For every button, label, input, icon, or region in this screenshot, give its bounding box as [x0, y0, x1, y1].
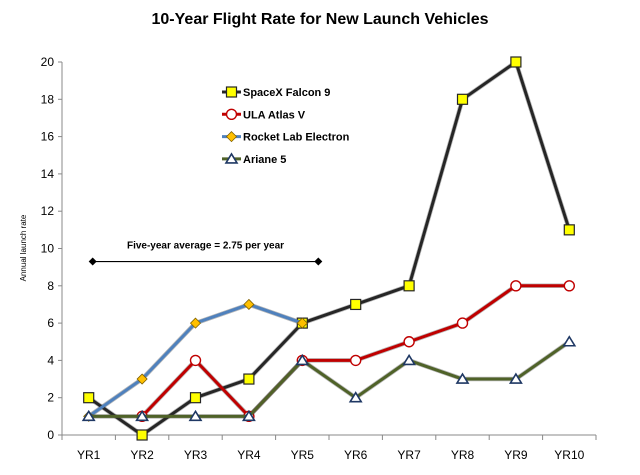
data-point — [188, 409, 203, 422]
data-point — [456, 317, 469, 329]
data-point — [455, 372, 470, 384]
y-tick-label: 0 — [47, 428, 54, 442]
data-point — [83, 392, 95, 404]
x-tick-label: YR5 — [291, 448, 315, 462]
x-tick-label: YR1 — [77, 448, 101, 462]
data-point — [81, 409, 96, 422]
data-point — [136, 429, 148, 441]
legend-label: ULA Atlas V — [243, 109, 306, 121]
data-point — [135, 409, 150, 422]
y-tick-label: 4 — [47, 353, 54, 367]
legend-label: Rocket Lab Electron — [243, 132, 350, 144]
data-point — [403, 336, 415, 348]
data-point — [510, 56, 522, 68]
series-ariane-5 — [81, 335, 577, 422]
data-point — [350, 354, 362, 367]
data-point — [510, 280, 522, 292]
legend-marker — [225, 86, 238, 98]
average-line-end-diamond — [314, 257, 323, 266]
y-tick-label: 6 — [47, 316, 54, 330]
y-tick-label: 18 — [41, 92, 55, 106]
legend-item: ULA Atlas V — [222, 108, 306, 121]
data-point — [295, 353, 310, 366]
data-point — [456, 93, 469, 105]
legend-item: SpaceX Falcon 9 — [222, 86, 330, 99]
x-tick-label: YR8 — [451, 448, 475, 462]
y-tick-label: 8 — [47, 279, 54, 293]
legend-item: Ariane 5 — [222, 152, 286, 166]
legend-marker — [225, 131, 238, 143]
data-point — [402, 353, 417, 366]
average-line-end-diamond — [88, 257, 97, 266]
x-tick-label: YR2 — [130, 448, 154, 462]
x-tick-label: YR3 — [184, 448, 208, 462]
legend-label: SpaceX Falcon 9 — [243, 87, 330, 99]
legend-item: Rocket Lab Electron — [222, 131, 350, 144]
y-tick-label: 16 — [41, 130, 55, 144]
x-tick-label: YR9 — [504, 448, 528, 462]
data-point — [563, 280, 575, 292]
y-tick-label: 14 — [41, 167, 55, 181]
y-tick-label: 20 — [41, 55, 55, 69]
data-point — [508, 372, 523, 384]
x-tick-label: YR10 — [554, 448, 584, 462]
legend-label: Ariane 5 — [243, 154, 286, 166]
x-tick-label: YR6 — [344, 448, 368, 462]
series-rocket-lab-electron — [83, 298, 308, 422]
data-point — [348, 391, 363, 403]
legend-marker — [224, 152, 239, 164]
y-tick-label: 12 — [41, 204, 55, 218]
x-tick-label: YR7 — [397, 448, 421, 462]
series-line — [88, 340, 571, 418]
average-annotation: Five-year average = 2.75 per year — [127, 241, 284, 252]
y-tick-label: 10 — [41, 242, 55, 256]
legend-marker — [225, 108, 238, 121]
data-point — [350, 298, 362, 311]
y-axis-label: Annual launch rate — [19, 214, 28, 281]
x-tick-label: YR4 — [237, 448, 261, 462]
data-point — [562, 335, 577, 347]
data-point — [189, 317, 202, 329]
chart-title: 10-Year Flight Rate for New Launch Vehic… — [152, 11, 489, 28]
data-point — [243, 298, 255, 311]
y-tick-label: 2 — [47, 391, 54, 405]
data-point — [296, 317, 308, 329]
data-point — [243, 373, 255, 385]
data-point — [403, 280, 415, 292]
data-point — [189, 392, 202, 404]
data-point — [563, 224, 575, 236]
data-point — [189, 354, 202, 367]
data-point — [241, 409, 256, 422]
data-point — [136, 373, 148, 385]
